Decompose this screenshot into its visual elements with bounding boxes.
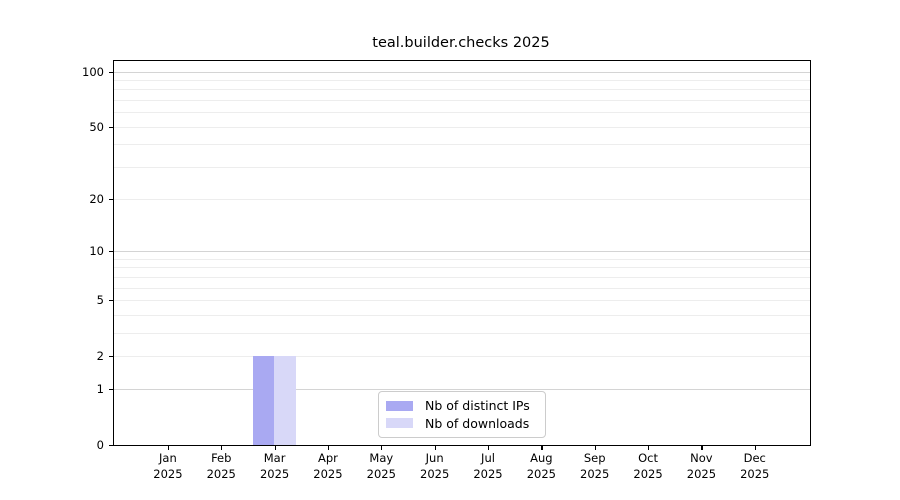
plot-area <box>113 60 811 446</box>
y-tick <box>109 445 113 447</box>
x-tick-label: Apr 2025 <box>293 450 363 482</box>
chart-title: teal.builder.checks 2025 <box>372 35 550 51</box>
x-tick-year: 2025 <box>153 467 183 481</box>
y-tick-label: 5 <box>96 293 104 308</box>
y-tick-label: 20 <box>89 191 104 206</box>
bar-distinct-ips <box>253 356 275 445</box>
x-tick-label: Oct 2025 <box>613 450 683 482</box>
legend-label-distinct-ips: Nb of distinct IPs <box>425 398 530 414</box>
x-tick <box>541 446 543 451</box>
x-tick-month: Jun <box>425 451 444 465</box>
minor-gridline <box>114 299 810 301</box>
x-tick-month: Sep <box>583 451 606 465</box>
x-tick <box>381 446 383 451</box>
minor-gridline <box>114 112 810 114</box>
x-tick-month: Nov <box>690 451 713 465</box>
minor-gridline <box>114 89 810 91</box>
bar-downloads <box>274 356 296 445</box>
major-gridline <box>114 388 810 390</box>
x-tick-month: Oct <box>638 451 658 465</box>
major-gridline <box>114 250 810 252</box>
x-tick <box>274 446 276 451</box>
x-tick <box>754 446 756 451</box>
minor-gridline <box>114 79 810 81</box>
x-tick-month: Aug <box>530 451 553 465</box>
x-tick-month: Mar <box>263 451 286 465</box>
major-gridline <box>114 71 810 73</box>
y-tick <box>109 389 113 391</box>
y-tick <box>109 198 113 200</box>
y-tick <box>109 71 113 73</box>
x-tick-year: 2025 <box>740 467 770 481</box>
y-tick-label: 0 <box>96 438 104 453</box>
x-tick-month: May <box>369 451 394 465</box>
legend-item-distinct-ips: Nb of distinct IPs <box>386 397 537 415</box>
minor-gridline <box>114 332 810 334</box>
x-tick-label: Aug 2025 <box>506 450 576 482</box>
x-tick-year: 2025 <box>206 467 236 481</box>
x-tick-year: 2025 <box>420 467 450 481</box>
x-tick-label: Dec 2025 <box>720 450 790 482</box>
x-tick <box>434 446 436 451</box>
x-tick-label: Jun 2025 <box>400 450 470 482</box>
x-tick <box>648 446 650 451</box>
x-tick-label: Sep 2025 <box>560 450 630 482</box>
minor-gridline <box>114 314 810 316</box>
y-tick-label: 100 <box>82 64 104 79</box>
x-tick-month: Jan <box>159 451 177 465</box>
y-tick-label: 2 <box>96 349 104 364</box>
minor-gridline <box>114 126 810 128</box>
legend: Nb of distinct IPs Nb of downloads <box>378 391 546 438</box>
x-tick-year: 2025 <box>686 467 717 481</box>
x-tick-year: 2025 <box>313 467 343 481</box>
x-tick-label: May 2025 <box>346 450 416 482</box>
x-tick-year: 2025 <box>580 467 610 481</box>
y-tick-label: 10 <box>89 244 104 259</box>
y-tick <box>109 356 113 358</box>
x-tick-month: Jul <box>481 451 495 465</box>
x-tick-year: 2025 <box>473 467 503 481</box>
x-tick-year: 2025 <box>366 467 396 481</box>
x-tick-label: Mar 2025 <box>240 450 310 482</box>
minor-gridline <box>114 356 810 358</box>
x-tick-month: Feb <box>211 451 232 465</box>
x-tick-year: 2025 <box>526 467 556 481</box>
y-tick <box>109 127 113 129</box>
x-tick-year: 2025 <box>633 467 663 481</box>
x-tick <box>594 446 596 451</box>
legend-swatch-downloads <box>386 418 413 429</box>
y-tick <box>109 251 113 253</box>
x-tick-label: Jan 2025 <box>133 450 203 482</box>
minor-gridline <box>114 100 810 102</box>
y-tick <box>109 300 113 302</box>
minor-gridline <box>114 276 810 278</box>
x-tick-label: Nov 2025 <box>666 450 736 482</box>
x-tick-month: Dec <box>743 451 766 465</box>
legend-item-downloads: Nb of downloads <box>386 415 537 433</box>
x-tick <box>221 446 223 451</box>
y-tick-label: 1 <box>96 382 104 397</box>
x-tick <box>167 446 170 451</box>
minor-gridline <box>114 167 810 169</box>
x-tick <box>327 446 330 451</box>
minor-gridline <box>114 198 810 200</box>
y-tick-label: 50 <box>89 120 104 134</box>
x-tick <box>701 446 703 451</box>
minor-gridline <box>114 258 810 260</box>
x-tick-label: Jul 2025 <box>453 450 523 482</box>
legend-label-downloads: Nb of downloads <box>425 415 530 431</box>
minor-gridline <box>114 267 810 269</box>
x-tick-month: Apr <box>317 451 338 465</box>
minor-gridline <box>114 287 810 289</box>
x-tick-label: Feb 2025 <box>186 450 256 482</box>
minor-gridline <box>114 144 810 146</box>
x-tick-year: 2025 <box>259 467 290 481</box>
legend-swatch-distinct-ips <box>386 400 413 411</box>
x-tick <box>488 446 490 451</box>
